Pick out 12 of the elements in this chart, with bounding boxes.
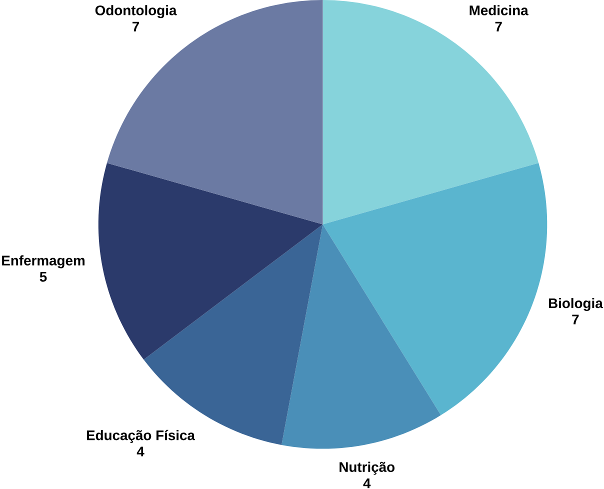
slice-label: Medicina [470,5,528,16]
data-label: 7 [495,22,502,32]
slice-label: Odontologia [95,5,177,18]
slice-label: Biologia [548,298,603,311]
data-label: 7 [572,314,579,324]
slice-label: Educação Física [86,430,196,443]
slice-label: Enfermagem [2,255,84,268]
slice-label: Nutrição [340,462,395,475]
data-label: 5 [40,272,47,282]
data-label: 4 [136,446,144,456]
data-label: 7 [132,22,140,32]
data-label: 4 [363,478,371,488]
